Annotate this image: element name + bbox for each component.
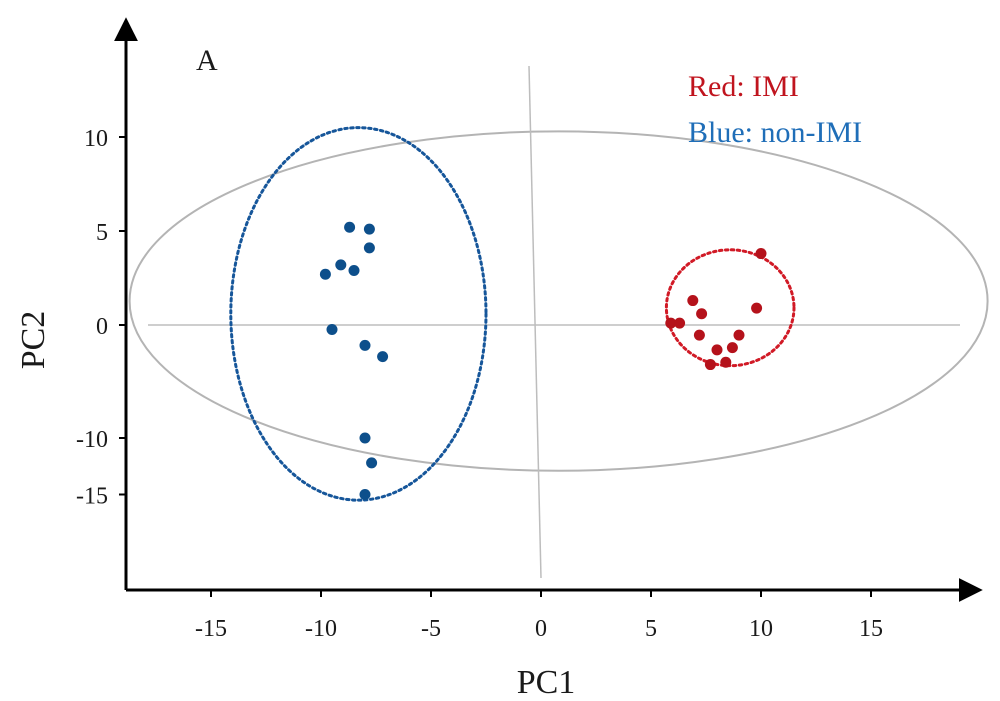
point-non-imi-5	[348, 264, 360, 276]
point-imi-7	[693, 329, 705, 341]
point-imi-1	[755, 248, 767, 260]
point-non-imi-2	[363, 223, 375, 235]
point-imi-6	[674, 317, 686, 329]
cluster-ellipse-imi	[664, 248, 796, 368]
point-non-imi-3	[363, 242, 375, 254]
point-non-imi-4	[335, 259, 347, 271]
point-non-imi-1	[344, 221, 356, 233]
cluster-ellipse-non-imi	[229, 126, 488, 502]
point-imi-8	[733, 329, 745, 341]
x-tick-label: 0	[535, 616, 547, 642]
point-imi-9	[726, 342, 738, 354]
y-tick-label: -10	[76, 427, 108, 453]
point-non-imi-12	[359, 489, 371, 500]
legend-imi: Red: IMI	[688, 70, 799, 103]
point-imi-5	[665, 317, 677, 329]
point-non-imi-11	[366, 457, 378, 469]
legend-non-imi: Blue: non-IMI	[688, 116, 862, 149]
point-imi-11	[720, 356, 732, 368]
zero-line-vertical	[528, 65, 542, 579]
point-non-imi-8	[359, 339, 371, 351]
point-non-imi-9	[377, 351, 389, 363]
x-tick-label: 5	[645, 616, 657, 642]
x-tick-label: -5	[421, 616, 441, 642]
point-non-imi-7	[326, 324, 338, 336]
x-tick-label: -15	[195, 616, 227, 642]
y-tick-label: 5	[96, 220, 108, 246]
y-tick-label: 0	[96, 314, 108, 340]
point-non-imi-6	[319, 268, 331, 280]
x-tick-label: 15	[859, 616, 883, 642]
point-non-imi-10	[359, 432, 371, 444]
point-imi-3	[696, 308, 708, 320]
y-tick-label: -15	[76, 484, 108, 510]
point-imi-2	[687, 295, 699, 307]
x-tick-label: 10	[749, 616, 773, 642]
x-axis-label: PC1	[517, 664, 576, 701]
point-imi-10	[711, 344, 723, 356]
y-tick-label: 10	[84, 126, 108, 152]
confidence-ellipse	[128, 130, 989, 472]
x-tick-label: -10	[305, 616, 337, 642]
y-axis-label: PC2	[15, 311, 52, 370]
point-imi-4	[751, 302, 763, 314]
point-imi-12	[704, 359, 716, 371]
panel-label: A	[196, 44, 218, 77]
